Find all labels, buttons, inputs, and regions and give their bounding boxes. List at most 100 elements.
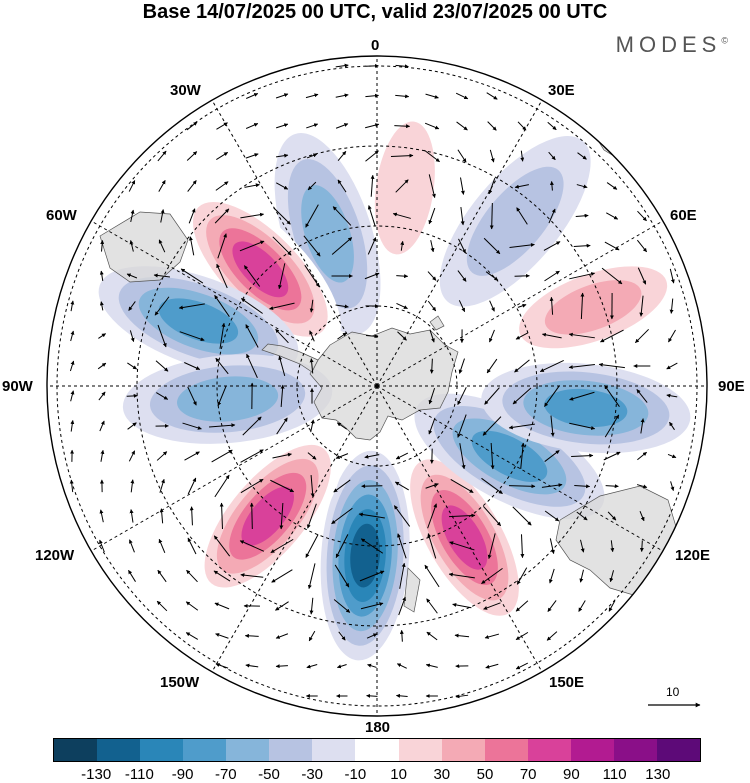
wind-arrow [636,389,648,403]
wind-arrow [458,238,466,254]
wind-arrow [490,442,495,470]
south-america [99,211,189,283]
wind-arrow [568,364,595,370]
wind-arrow [458,300,466,313]
wind-arrow [481,567,503,585]
meridian-line [376,385,543,673]
wind-arrow [400,240,405,251]
wind-arrow [390,153,414,158]
positive-anomaly-contour [374,121,435,255]
colorbar-segment [312,739,356,761]
wind-arrow [394,481,409,491]
wind-arrow [396,663,407,669]
colorbar-label: 30 [433,766,451,783]
wind-arrow [307,181,317,191]
wind-arrow [604,241,620,251]
new-zealand [403,567,421,613]
wind-arrow [70,420,75,432]
wind-arrow [280,384,285,407]
wind-arrow [397,533,407,559]
wind-arrow [484,633,500,639]
wind-arrow [335,63,349,68]
colorbar-label: -70 [214,766,237,783]
colorbar-segment [570,739,614,761]
wind-arrow [310,474,315,498]
wind-arrow [668,329,676,343]
wind-arrow [157,569,167,583]
meridian-line [211,99,378,387]
wind-arrow [276,417,288,435]
colorbar-segment [398,739,442,761]
wind-arrow [187,477,197,495]
wind-arrow [128,569,136,582]
wind-arrow [180,268,204,284]
wind-arrow [395,693,408,698]
wind-arrow [217,233,227,259]
wind-arrow [308,630,316,642]
wind-arrow [547,600,557,612]
colorbar-segment [355,739,399,761]
wind-arrow [637,267,647,285]
wind-arrow [544,450,560,462]
wind-arrow [544,510,560,522]
wind-arrow [549,296,554,315]
wind-arrow [360,538,384,554]
wind-arrow [429,329,435,343]
wind-arrow [483,602,501,610]
colorbar-segment [613,739,657,761]
wind-arrow [128,301,136,311]
wind-arrow [569,422,596,430]
wind-arrow [216,122,228,130]
wind-arrow [609,570,615,583]
wind-arrow [607,511,617,521]
meridian-line [211,385,378,673]
wind-arrow [574,484,591,489]
south-pole-marker [375,384,379,388]
lon-label-120w: 120W [35,547,75,564]
wind-arrow [424,122,440,130]
colorbar-segment [54,739,98,761]
lon-label-180: 180 [365,719,391,736]
wind-arrow [428,174,436,198]
wind-arrow [243,265,261,287]
wind-arrow [365,93,379,98]
wind-arrow [239,540,265,552]
wind-arrow [126,273,138,279]
wind-arrow [454,633,470,638]
wind-arrow [600,329,624,343]
wind-arrow [606,212,619,220]
wind-arrow [335,123,349,129]
wind-arrow [126,393,138,398]
wind-arrow [310,419,315,433]
latitude-circle [216,225,538,547]
wind-arrow [128,539,135,553]
wind-arrow [99,420,105,432]
wind-arrow [337,151,347,161]
colorbar-segment [226,739,270,761]
colorbar-label: 70 [519,766,537,783]
wind-arrow [240,478,264,494]
colorbar-segment [441,739,485,761]
wind-arrow [543,241,561,251]
wind-arrow [456,121,468,131]
island-kerguelen [429,315,445,331]
wind-arrow [159,478,165,493]
wind-arrow [482,416,502,436]
wind-arrow [188,236,195,256]
wind-arrow [577,152,587,160]
wind-arrow [455,694,469,699]
wind-arrow [637,451,647,461]
wind-arrow [70,330,75,342]
wind-arrow [306,663,318,669]
wind-arrow [214,294,230,317]
wind-arrow [514,273,530,278]
wind-arrow [610,540,615,553]
wind-arrow [272,452,292,459]
wind-arrow [546,631,558,641]
wind-arrow [217,386,227,407]
wind-arrow [520,150,525,162]
wind-arrow [70,390,75,402]
wind-arrow [182,422,202,430]
lon-label-60w: 60W [46,207,77,224]
colorbar-label: -30 [301,766,324,783]
